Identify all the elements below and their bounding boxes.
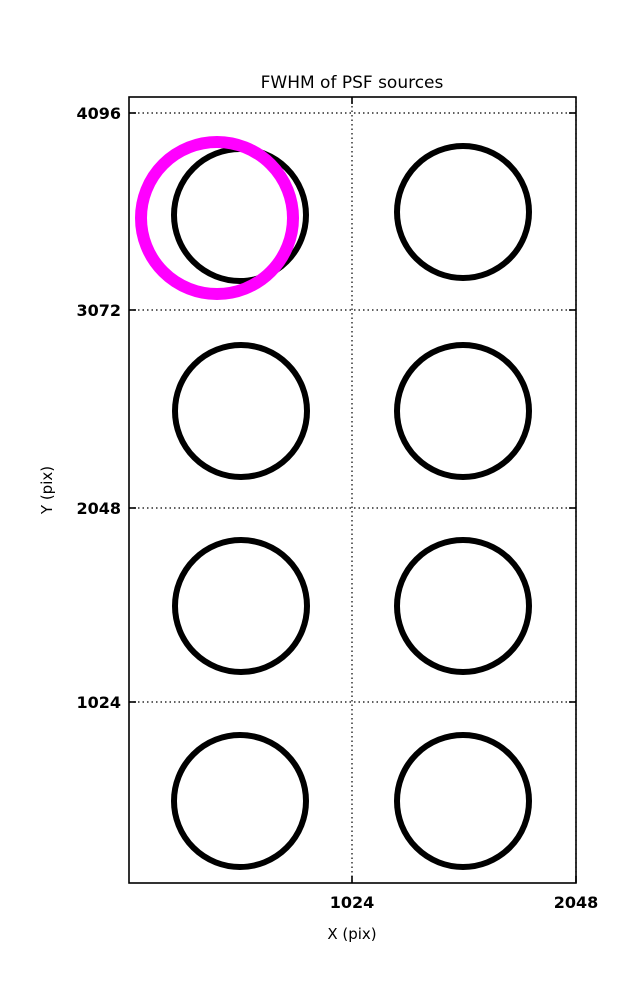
data-circles-black <box>171 143 532 870</box>
plot-title: FWHM of PSF sources <box>261 73 444 93</box>
y-axis-label: Y (pix) <box>38 466 56 515</box>
x-axis-label: X (pix) <box>327 925 376 943</box>
psf-circle-r2c2 <box>394 342 532 480</box>
grid-lines <box>129 97 577 883</box>
psf-circle-flagged-r1c1 <box>135 136 299 300</box>
y-tick-label-1024: 1024 <box>76 693 121 712</box>
axis-ticks <box>129 97 577 883</box>
psf-circle-r1c2 <box>394 143 532 281</box>
y-tick-label-2048: 2048 <box>76 499 121 518</box>
data-circles-flagged <box>135 136 299 300</box>
x-tick-label-2048: 2048 <box>554 893 599 912</box>
psf-circle-r2c1 <box>172 342 310 480</box>
y-tick-label-3072: 3072 <box>76 301 121 320</box>
psf-circle-r3c2 <box>394 537 532 675</box>
x-tick-labels: 1024 2048 <box>330 893 599 912</box>
y-tick-labels: 4096 3072 2048 1024 <box>76 104 121 712</box>
x-tick-label-1024: 1024 <box>330 893 375 912</box>
psf-circle-r4c2 <box>394 732 532 870</box>
y-tick-label-4096: 4096 <box>76 104 121 123</box>
psf-circle-r4c1 <box>171 732 309 870</box>
psf-circle-r3c1 <box>172 537 310 675</box>
